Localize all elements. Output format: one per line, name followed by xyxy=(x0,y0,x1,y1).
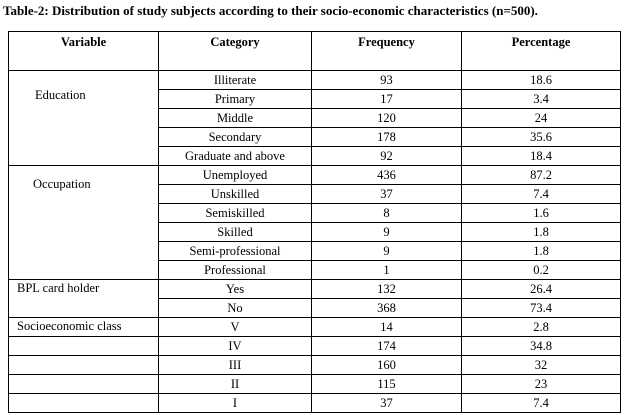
frequency-cell: 160 xyxy=(311,355,462,375)
category-cell: Graduate and above xyxy=(158,146,312,166)
frequency-cell: 174 xyxy=(311,336,462,356)
category-cell: I xyxy=(158,393,312,413)
category-cell: Unskilled xyxy=(158,184,312,204)
variable-cell-occupation: Occupation xyxy=(8,165,159,280)
category-cell: Middle xyxy=(158,108,312,128)
variable-label-bpl: BPL card holder xyxy=(17,281,100,295)
category-cell: III xyxy=(158,355,312,375)
table-row: No 368 73.4 xyxy=(9,298,621,318)
percentage-cell: 18.4 xyxy=(461,146,621,166)
frequency-cell: 37 xyxy=(311,393,462,413)
variable-cell-education: Education xyxy=(8,70,159,166)
percentage-cell: 73.4 xyxy=(461,298,621,318)
variable-label-occupation: Occupation xyxy=(33,177,91,191)
percentage-cell: 3.4 xyxy=(461,89,621,109)
percentage-cell: 1.8 xyxy=(461,241,621,261)
frequency-cell: 1 xyxy=(311,260,462,280)
frequency-cell: 368 xyxy=(311,298,462,318)
variable-cell-bpl: BPL card holder xyxy=(8,279,159,318)
table-row: III 160 32 xyxy=(8,355,621,375)
table-row: Middle 120 24 xyxy=(9,108,621,128)
header-percentage: Percentage xyxy=(461,31,621,71)
header-variable: Variable xyxy=(8,31,159,71)
category-cell: V xyxy=(158,317,312,337)
table-row: Occupation Unemployed 436 87.2 xyxy=(8,165,621,280)
header-row: Variable Category Frequency Percentage xyxy=(8,31,621,71)
percentage-cell: 87.2 xyxy=(461,165,621,185)
frequency-cell: 9 xyxy=(311,222,462,242)
category-cell: Secondary xyxy=(158,127,312,147)
frequency-cell: 132 xyxy=(311,279,462,299)
table-row: Graduate and above 92 18.4 xyxy=(9,146,621,166)
table-row: Professional 1 0.2 xyxy=(9,260,621,280)
frequency-cell: 178 xyxy=(311,127,462,147)
table-row: Semiskilled 8 1.6 xyxy=(9,203,621,223)
category-cell: No xyxy=(158,298,312,318)
frequency-cell: 9 xyxy=(311,241,462,261)
frequency-cell: 14 xyxy=(311,317,462,337)
percentage-cell: 35.6 xyxy=(461,127,621,147)
category-cell: Skilled xyxy=(158,222,312,242)
variable-cell-empty xyxy=(8,393,159,413)
category-cell: Semiskilled xyxy=(158,203,312,223)
variable-cell-socioeconomic: Socioeconomic class xyxy=(8,317,159,337)
variable-cell-empty xyxy=(8,374,159,394)
frequency-cell: 436 xyxy=(311,165,462,185)
percentage-cell: 1.6 xyxy=(461,203,621,223)
variable-cell-empty xyxy=(8,336,159,356)
percentage-cell: 23 xyxy=(461,374,621,394)
table-row: Unskilled 37 7.4 xyxy=(9,184,621,204)
frequency-cell: 120 xyxy=(311,108,462,128)
table-caption: Table-2: Distribution of study subjects … xyxy=(3,3,538,18)
socio-economic-table: Variable Category Frequency Percentage E… xyxy=(8,31,621,413)
category-cell: IV xyxy=(158,336,312,356)
frequency-cell: 37 xyxy=(311,184,462,204)
percentage-cell: 7.4 xyxy=(461,393,621,413)
variable-label-education: Education xyxy=(35,88,86,102)
frequency-cell: 17 xyxy=(311,89,462,109)
percentage-cell: 2.8 xyxy=(461,317,621,337)
header-category: Category xyxy=(158,31,312,71)
table-row: Education Illiterate 93 18.6 xyxy=(8,70,621,166)
percentage-cell: 1.8 xyxy=(461,222,621,242)
percentage-cell: 32 xyxy=(461,355,621,375)
header-frequency: Frequency xyxy=(311,31,462,71)
table-row: BPL card holder Yes 132 26.4 xyxy=(8,279,621,318)
variable-cell-empty xyxy=(8,355,159,375)
category-cell: Primary xyxy=(158,89,312,109)
percentage-cell: 34.8 xyxy=(461,336,621,356)
category-cell: Professional xyxy=(158,260,312,280)
category-cell: II xyxy=(158,374,312,394)
category-cell: Illiterate xyxy=(158,70,312,90)
percentage-cell: 18.6 xyxy=(461,70,621,90)
category-cell: Unemployed xyxy=(158,165,312,185)
table-row: Socioeconomic class V 14 2.8 xyxy=(8,317,621,337)
variable-label-socioeconomic: Socioeconomic class xyxy=(17,319,122,333)
frequency-cell: 92 xyxy=(311,146,462,166)
category-cell: Yes xyxy=(158,279,312,299)
percentage-cell: 26.4 xyxy=(461,279,621,299)
table-row: Semi-professional 9 1.8 xyxy=(9,241,621,261)
percentage-cell: 24 xyxy=(461,108,621,128)
table-body: Education Illiterate 93 18.6 Primary 17 3.4 Mid… xyxy=(8,70,621,413)
frequency-cell: 115 xyxy=(311,374,462,394)
frequency-cell: 8 xyxy=(311,203,462,223)
table-row: II 115 23 xyxy=(8,374,621,394)
frequency-cell: 93 xyxy=(311,70,462,90)
percentage-cell: 7.4 xyxy=(461,184,621,204)
table-row: I 37 7.4 xyxy=(8,393,621,413)
percentage-cell: 0.2 xyxy=(461,260,621,280)
category-cell: Semi-professional xyxy=(158,241,312,261)
table-row: IV 174 34.8 xyxy=(8,336,621,356)
